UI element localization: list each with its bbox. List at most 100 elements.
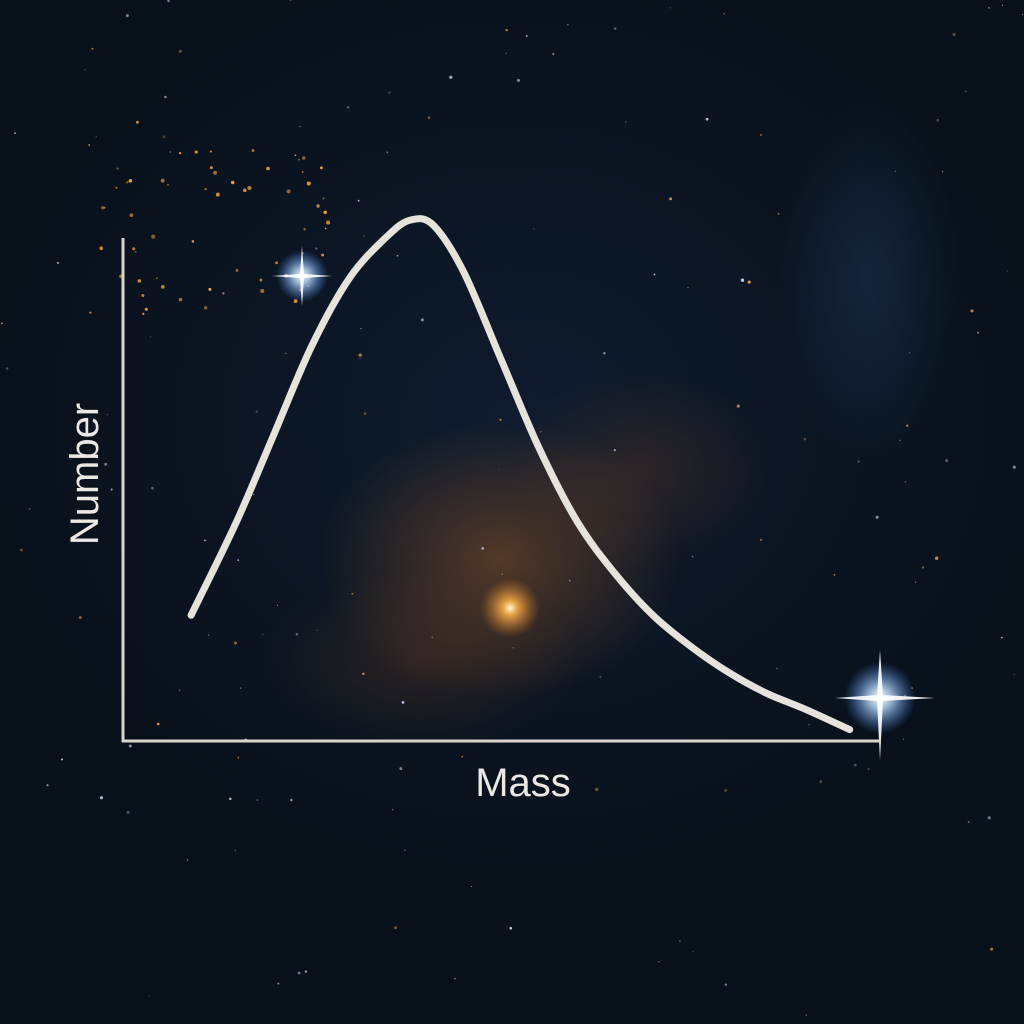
background-star	[1001, 4, 1004, 6]
background-star	[498, 469, 500, 470]
background-star	[509, 926, 513, 930]
background-star	[687, 286, 689, 289]
background-star	[970, 309, 974, 313]
background-star	[525, 35, 528, 37]
background-star	[151, 486, 154, 490]
cluster-star	[144, 307, 148, 311]
background-star	[234, 849, 236, 852]
background-star	[899, 439, 901, 441]
background-star	[178, 689, 181, 692]
cluster-star	[294, 154, 297, 157]
background-star	[867, 767, 870, 771]
cluster-star	[204, 188, 207, 191]
cluster-star	[321, 253, 325, 257]
background-star	[228, 797, 232, 801]
background-star	[569, 580, 571, 582]
background-star	[904, 481, 907, 483]
background-star	[60, 758, 64, 761]
background-star	[853, 763, 857, 767]
background-star	[399, 767, 403, 771]
cluster-star	[215, 192, 220, 197]
background-star	[256, 799, 259, 801]
background-star	[357, 199, 360, 202]
nebula-core-star	[480, 578, 540, 638]
background-star	[57, 261, 60, 264]
cluster-star	[167, 184, 169, 186]
cluster-star	[100, 206, 105, 210]
background-star	[747, 280, 751, 284]
background-star	[431, 636, 434, 639]
background-star	[1006, 270, 1008, 272]
background-star	[297, 971, 301, 975]
background-star	[162, 135, 166, 139]
background-star	[178, 49, 183, 53]
cluster-star	[242, 188, 247, 193]
cluster-star	[266, 166, 270, 171]
background-star	[363, 412, 367, 415]
background-star	[653, 273, 656, 276]
background-star	[894, 170, 896, 172]
background-star	[290, 798, 293, 802]
background-star	[1012, 465, 1016, 469]
background-star	[936, 118, 940, 122]
cluster-star	[275, 261, 279, 265]
background-star	[164, 95, 167, 99]
cluster-star	[251, 149, 255, 152]
background-star	[106, 413, 109, 416]
cluster-star	[306, 181, 311, 186]
background-star	[276, 604, 278, 606]
background-star	[613, 27, 617, 30]
background-star	[135, 120, 139, 124]
cluster-star	[324, 227, 327, 230]
background-star	[233, 641, 237, 645]
background-star	[499, 418, 502, 421]
background-star	[470, 885, 473, 888]
background-star	[759, 538, 763, 542]
background-star	[88, 143, 91, 146]
background-star	[298, 159, 300, 161]
background-star	[803, 437, 807, 441]
background-star	[295, 633, 298, 636]
background-star	[533, 228, 535, 230]
background-star	[691, 555, 694, 558]
background-star	[237, 756, 240, 759]
background-star	[204, 539, 206, 542]
cluster-star	[128, 178, 133, 183]
background-star	[1, 322, 3, 325]
background-star	[552, 52, 555, 55]
cluster-star	[151, 234, 156, 239]
background-star	[723, 13, 725, 15]
background-star	[237, 559, 240, 562]
background-star	[613, 449, 616, 452]
cluster-star	[247, 185, 252, 191]
cluster-star	[129, 213, 134, 218]
background-star	[396, 254, 399, 257]
background-star	[952, 33, 956, 36]
cluster-star	[194, 150, 198, 154]
background-star	[669, 7, 671, 9]
background-star	[78, 615, 82, 620]
background-star	[540, 431, 542, 433]
background-star	[110, 488, 113, 491]
background-star	[156, 722, 160, 726]
x-axis-label: Mass	[475, 761, 571, 805]
y-axis-label: Number	[63, 403, 107, 545]
background-star	[128, 744, 132, 748]
background-star	[253, 493, 255, 496]
background-star	[304, 970, 308, 973]
background-star	[908, 352, 911, 354]
background-star	[20, 548, 23, 552]
cluster-star	[155, 277, 158, 280]
background-star	[449, 75, 453, 79]
background-star	[284, 352, 287, 355]
background-star	[388, 91, 391, 94]
background-star	[392, 809, 394, 811]
cluster-star	[99, 246, 103, 250]
background-star	[149, 336, 152, 338]
background-star	[89, 311, 92, 314]
background-star	[299, 125, 301, 128]
background-star	[915, 581, 917, 583]
background-star	[84, 69, 86, 71]
